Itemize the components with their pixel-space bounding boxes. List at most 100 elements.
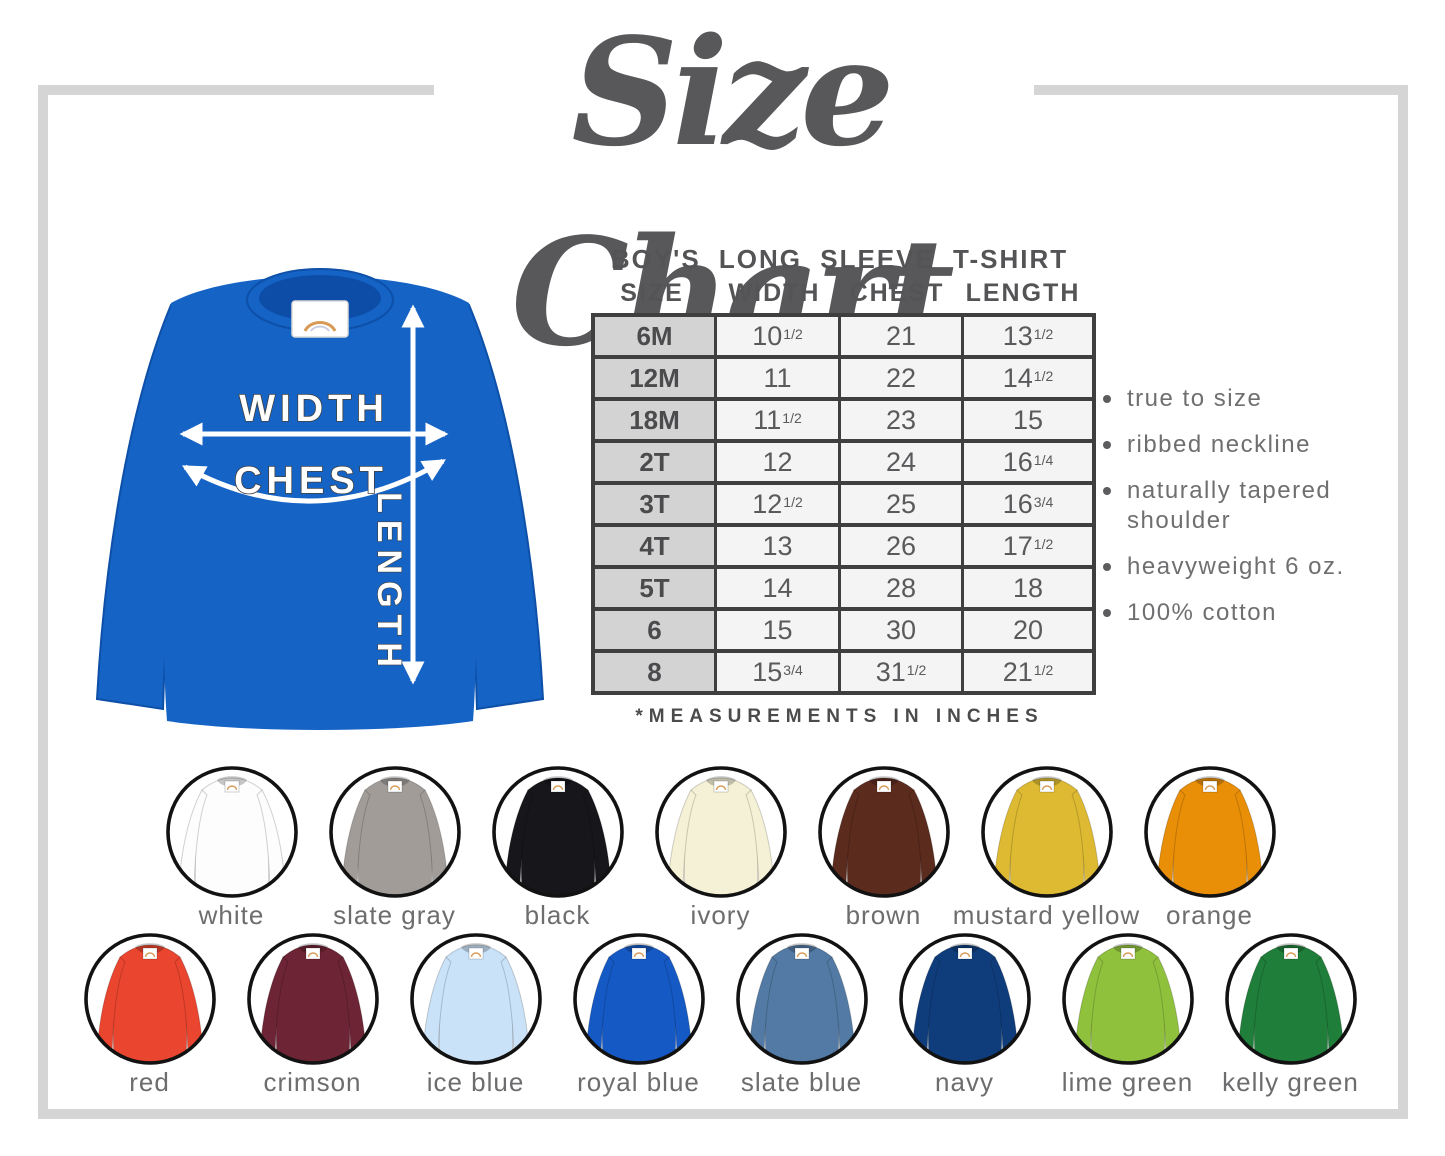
- feature-item: naturally tapered shoulder: [1101, 476, 1406, 536]
- swatch-label: slate gray: [333, 900, 456, 930]
- tshirt-swatch-image: [980, 766, 1113, 898]
- value-cell: 15: [717, 611, 838, 649]
- swatch-brown: brown: [802, 762, 965, 931]
- swatch-label: orange: [1166, 900, 1253, 930]
- swatch-label: ice blue: [426, 1067, 525, 1097]
- swatch-row-2: red crimson ice blue: [68, 929, 1372, 1098]
- size-cell-12m: 12M: [595, 359, 714, 397]
- tshirt-swatch-image: [328, 766, 461, 898]
- length-label: LENGTH: [370, 492, 408, 674]
- value-cell: 26: [841, 527, 961, 565]
- size-cell-3t: 3T: [595, 485, 714, 523]
- swatch-slate-gray: slate gray: [313, 762, 476, 931]
- feature-item: heavyweight 6 oz.: [1101, 552, 1406, 582]
- swatch-row-1: white slate gray black: [150, 762, 1291, 931]
- tshirt-swatch-image: [1224, 933, 1357, 1065]
- swatch-label: lime green: [1061, 1067, 1194, 1097]
- value-cell: 25: [841, 485, 961, 523]
- tshirt-swatch-image: [1143, 766, 1276, 898]
- value-cell: 14 1/2: [964, 359, 1092, 397]
- value-cell: 28: [841, 569, 961, 607]
- neck-tag: [291, 300, 349, 338]
- neck-tag-logo: [303, 321, 337, 332]
- value-cell: 24: [841, 443, 961, 481]
- tshirt-swatch-image: [572, 933, 705, 1065]
- swatch-kelly-green: kelly green: [1209, 929, 1372, 1098]
- value-cell: 13: [717, 527, 838, 565]
- value-cell: 18: [964, 569, 1092, 607]
- column-header-width: WIDTH: [728, 279, 821, 307]
- product-heading: BOY'S LONG SLEEVE T-SHIRT: [610, 244, 1069, 274]
- size-cell-18m: 18M: [595, 401, 714, 439]
- tshirt-swatch-image: [83, 933, 216, 1065]
- size-cell-2t: 2T: [595, 443, 714, 481]
- value-cell: 16 3/4: [964, 485, 1092, 523]
- swatch-navy: navy: [883, 929, 1046, 1098]
- swatch-label: black: [524, 900, 591, 930]
- value-cell: 20: [964, 611, 1092, 649]
- chest-label: CHEST: [234, 460, 388, 502]
- column-header-size: SIZE: [620, 279, 684, 307]
- measurements-note: *MEASUREMENTS IN INCHES: [635, 706, 1044, 727]
- value-cell: 30: [841, 611, 961, 649]
- value-cell: 11: [717, 359, 838, 397]
- swatch-lime-green: lime green: [1046, 929, 1209, 1098]
- value-cell: 14: [717, 569, 838, 607]
- tshirt-swatch-image: [409, 933, 542, 1065]
- neck-tag-logo-inner: [310, 325, 330, 332]
- swatch-label: mustard yellow: [952, 900, 1141, 930]
- swatch-label: crimson: [263, 1067, 362, 1097]
- swatch-label: brown: [845, 900, 922, 930]
- swatch-crimson: crimson: [231, 929, 394, 1098]
- value-cell: 21 1/2: [964, 653, 1092, 691]
- size-cell-8: 8: [595, 653, 714, 691]
- tshirt-swatch-image: [246, 933, 379, 1065]
- feature-item: true to size: [1101, 384, 1406, 414]
- swatch-black: black: [476, 762, 639, 931]
- size-cell-6m: 6M: [595, 317, 714, 355]
- swatch-label: kelly green: [1222, 1067, 1359, 1097]
- swatch-red: red: [68, 929, 231, 1098]
- swatch-mustard-yellow: mustard yellow: [953, 762, 1139, 931]
- swatch-label: slate blue: [740, 1067, 863, 1097]
- tshirt-swatch-image: [165, 766, 298, 898]
- value-cell: 23: [841, 401, 961, 439]
- column-header-chest: CHEST: [849, 279, 945, 307]
- value-cell: 17 1/2: [964, 527, 1092, 565]
- width-label: WIDTH: [239, 388, 389, 430]
- value-cell: 15: [964, 401, 1092, 439]
- table-column-headers: SIZE WIDTH CHEST LENGTH: [591, 279, 1088, 308]
- value-cell: 21: [841, 317, 961, 355]
- value-cell: 13 1/2: [964, 317, 1092, 355]
- value-cell: 15 3/4: [717, 653, 838, 691]
- swatch-royal-blue: royal blue: [557, 929, 720, 1098]
- swatch-label: navy: [935, 1067, 994, 1097]
- swatch-label: royal blue: [577, 1067, 700, 1097]
- swatch-ice-blue: ice blue: [394, 929, 557, 1098]
- tee-collar-opening: [259, 275, 381, 321]
- value-cell: 31 1/2: [841, 653, 961, 691]
- size-cell-6: 6: [595, 611, 714, 649]
- tshirt-swatch-image: [898, 933, 1031, 1065]
- swatch-label: red: [129, 1067, 170, 1097]
- swatch-slate-blue: slate blue: [720, 929, 883, 1098]
- value-cell: 10 1/2: [717, 317, 838, 355]
- value-cell: 11 1/2: [717, 401, 838, 439]
- tshirt-swatch-image: [1061, 933, 1194, 1065]
- feature-list: true to size ribbed neckline naturally tap…: [1101, 384, 1406, 644]
- swatch-ivory: ivory: [639, 762, 802, 931]
- size-cell-5t: 5T: [595, 569, 714, 607]
- feature-item: ribbed neckline: [1101, 430, 1406, 460]
- value-cell: 22: [841, 359, 961, 397]
- value-cell: 12 1/2: [717, 485, 838, 523]
- swatch-orange: orange: [1128, 762, 1291, 931]
- tshirt-swatch-image: [491, 766, 624, 898]
- tshirt-measurement-diagram: WIDTH CHEST LENGTH: [95, 268, 545, 730]
- value-cell: 16 1/4: [964, 443, 1092, 481]
- swatch-white: white: [150, 762, 313, 931]
- value-cell: 12: [717, 443, 838, 481]
- tshirt-swatch-image: [654, 766, 787, 898]
- swatch-label: ivory: [690, 900, 751, 930]
- feature-item: 100% cotton: [1101, 598, 1406, 628]
